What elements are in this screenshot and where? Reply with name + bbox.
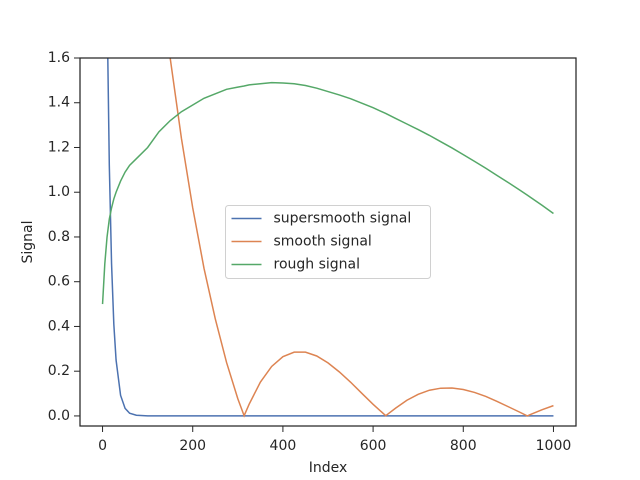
x-tick-label: 0 xyxy=(98,438,107,454)
x-tick-label: 200 xyxy=(179,438,206,454)
series-line xyxy=(107,58,554,417)
plot-frame xyxy=(79,57,577,427)
plot-lines xyxy=(101,58,554,418)
series-line xyxy=(169,58,554,418)
x-tick-label: 800 xyxy=(450,438,477,454)
x-tick-label: 1000 xyxy=(536,438,572,454)
y-tick-label: 0.4 xyxy=(48,318,70,334)
x-axis-label: Index xyxy=(309,460,348,476)
x-tick-label: 400 xyxy=(270,438,297,454)
legend-box xyxy=(225,205,431,279)
legend-label: smooth signal xyxy=(274,234,372,250)
series-line xyxy=(101,81,554,305)
y-tick-label: 0.0 xyxy=(48,408,70,424)
y-tick-label: 1.6 xyxy=(48,50,70,66)
y-tick-label: 1.2 xyxy=(48,139,70,155)
x-tick-label: 600 xyxy=(360,438,387,454)
y-tick-label: 0.6 xyxy=(48,274,70,290)
y-tick-label: 1.0 xyxy=(48,184,70,200)
y-tick-label: 0.8 xyxy=(48,229,70,245)
y-tick-label: 0.2 xyxy=(48,363,70,379)
y-axis-label: Signal xyxy=(20,220,36,263)
y-tick-label: 1.4 xyxy=(48,95,70,111)
legend-label: rough signal xyxy=(274,257,361,273)
legend-label: supersmooth signal xyxy=(274,211,412,227)
